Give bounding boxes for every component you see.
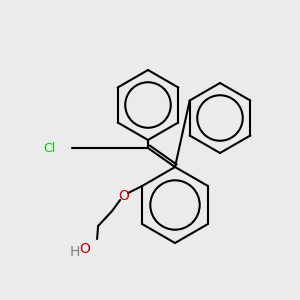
Text: H: H <box>70 245 80 259</box>
Text: O: O <box>119 189 130 203</box>
Text: Cl: Cl <box>43 142 55 154</box>
Text: O: O <box>80 242 91 256</box>
